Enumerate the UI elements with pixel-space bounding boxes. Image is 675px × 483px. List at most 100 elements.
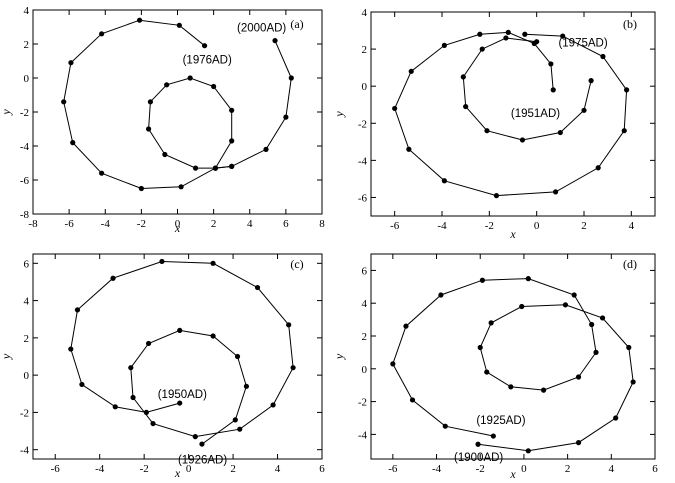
year-annotation: (1926AD) [178, 455, 227, 467]
trajectory-point [192, 434, 198, 440]
trajectory-point [438, 292, 444, 298]
plot-frame [370, 11, 656, 217]
trajectory-point [600, 53, 606, 60]
x-tick-label: -2 [137, 218, 146, 230]
trajectory-point [550, 87, 556, 93]
trajectory-point [110, 275, 116, 281]
trajectory-point [79, 381, 85, 388]
x-tick-label: -6 [390, 220, 400, 232]
trajectory-point [408, 68, 414, 74]
y-tick-label: 6 [24, 258, 30, 270]
trajectory-point [488, 320, 494, 326]
x-tick-label: 4 [247, 218, 253, 230]
trajectory-point [479, 277, 486, 283]
trajectory-point [68, 60, 74, 66]
trajectory-point [613, 415, 619, 421]
trajectory-point [442, 423, 448, 429]
panel-b: -6 -4 -2 0 2 4 -6 -4 -2 0 2 4 x y (b) (1951AD) (1975AD) [332, 7, 656, 241]
x-tick-label: -4 [432, 463, 442, 475]
trajectory-point [477, 31, 483, 37]
y-tick-label: -2 [358, 118, 367, 130]
trajectory-point [595, 165, 601, 171]
x-tick-label: 0 [534, 220, 540, 232]
x-tick-label: 0 [175, 218, 181, 230]
trajectory-point [477, 344, 483, 351]
trajectory-point [484, 369, 490, 375]
y-axis-title: y [0, 109, 13, 116]
year-annotation: (1925AD) [476, 415, 525, 427]
x-tick-label: 4 [609, 463, 615, 475]
y-tick-label: 4 [24, 5, 30, 17]
y-tick-label: 6 [362, 265, 368, 277]
panel-label: (c) [290, 257, 303, 271]
trajectory-inner-point [463, 103, 469, 110]
trajectory-point [99, 31, 105, 37]
x-tick-label: -2 [476, 463, 485, 475]
x-tick-label: -4 [437, 220, 447, 232]
trajectory-inner-point [519, 137, 526, 143]
trajectory-point [99, 170, 105, 176]
trajectory-point [508, 384, 514, 390]
year-annotation: (2000AD) [237, 23, 286, 35]
trajectory-point [630, 379, 636, 385]
trajectory-inner-point [212, 165, 219, 171]
x-axis-title: x [174, 221, 181, 235]
trajectory-point [177, 327, 183, 334]
x-tick-label: 2 [230, 463, 236, 475]
x-tick-label: 0 [186, 463, 192, 475]
trajectory-point [525, 276, 531, 282]
trajectory-point [571, 292, 577, 298]
trajectory-point [283, 114, 289, 120]
panel-label: (b) [623, 17, 637, 31]
y-tick-label: 0 [362, 364, 368, 376]
trajectory-point [178, 184, 184, 190]
year-annotation: (1950AD) [158, 389, 207, 401]
trajectory-point [290, 365, 296, 371]
trajectory-point [548, 61, 554, 67]
panel-c: -6 -4 -2 0 2 4 6 -4 -2 0 2 4 6 x y (c) (1950AD) (1926AD) [0, 253, 325, 480]
trajectory-point [138, 185, 144, 192]
trajectory-point [575, 440, 582, 446]
y-tick-label: -2 [20, 407, 29, 419]
trajectory-point [210, 333, 216, 339]
trajectory-point [626, 344, 632, 351]
trajectory-inner-point [484, 128, 490, 134]
trajectory-inner-point [229, 138, 235, 144]
trajectory-point [68, 346, 74, 352]
trajectory-point [441, 178, 447, 184]
x-tick-label: -2 [140, 463, 149, 475]
trajectory-point [392, 105, 398, 112]
trajectory-point [562, 302, 569, 308]
trajectory-point [390, 361, 396, 367]
trajectory-point [493, 193, 500, 199]
trajectory-inner-point [557, 129, 563, 136]
trajectory-point [70, 140, 76, 146]
x-tick-label: -4 [101, 218, 111, 230]
x-tick-label: -8 [28, 218, 38, 230]
trajectory-point [136, 17, 143, 23]
y-tick-label: 4 [362, 7, 368, 19]
y-tick-label: -4 [20, 445, 30, 457]
y-tick-label: -2 [358, 397, 367, 409]
trajectory-line [394, 31, 628, 197]
x-tick-label: -2 [485, 220, 494, 232]
trajectory-inner-point [460, 74, 466, 80]
trajectory-inner-line [148, 77, 233, 169]
trajectory-point [288, 75, 294, 81]
trajectory-line [392, 278, 634, 452]
x-tick-label: -6 [51, 463, 61, 475]
y-tick-label: 2 [24, 333, 30, 345]
trajectory-point [177, 400, 183, 406]
trajectory-point [61, 99, 67, 105]
y-tick-label: 0 [24, 370, 30, 382]
trajectory-point [232, 417, 238, 423]
trajectory-point [599, 315, 606, 321]
y-tick-label: -4 [358, 429, 368, 441]
trajectory-point [522, 31, 528, 37]
trajectory-inner-line [462, 37, 592, 141]
trajectory-point [201, 43, 208, 49]
trajectory-point [409, 397, 416, 403]
plot-frame [32, 253, 323, 460]
trajectory-point [150, 420, 156, 427]
trajectory-inner-point [479, 46, 485, 52]
